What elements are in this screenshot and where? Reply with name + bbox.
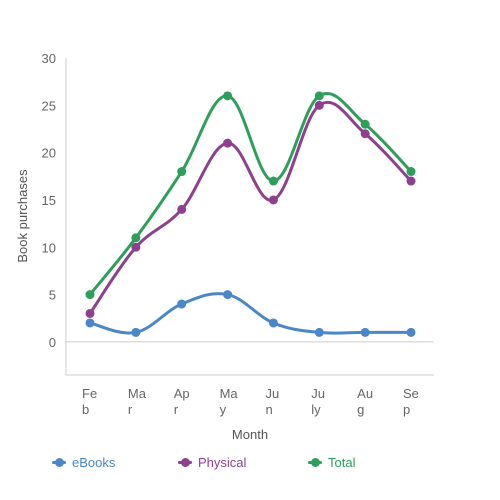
data-point[interactable] — [406, 327, 416, 337]
legend-label-ebooks: eBooks — [72, 454, 116, 470]
data-point[interactable] — [85, 318, 95, 328]
series-line — [88, 101, 413, 315]
data-point[interactable] — [177, 299, 187, 309]
total-line-marker-icon — [308, 455, 322, 469]
series-lines — [85, 91, 416, 337]
legend-item-physical[interactable]: Physical — [178, 452, 246, 472]
x-tick-label: Ju n — [265, 386, 279, 417]
y-tick-label: 10 — [42, 240, 56, 255]
y-tick-label: 5 — [49, 288, 56, 303]
x-tick-label: Ap r — [174, 386, 190, 417]
data-point[interactable] — [268, 195, 278, 205]
series-line — [88, 292, 413, 335]
y-tick-label: 30 — [42, 51, 56, 66]
series-line — [88, 92, 413, 297]
x-tick-label: Fe b — [82, 386, 97, 417]
data-point[interactable] — [314, 91, 324, 101]
x-tick-labels: Fe b Ma r Ap r Ma y Ju n Ju ly Au g Se p — [82, 386, 419, 417]
data-point[interactable] — [177, 204, 187, 214]
data-point[interactable] — [360, 119, 370, 129]
data-point[interactable] — [268, 318, 278, 328]
legend: eBooks Physical Total — [52, 452, 492, 472]
data-point[interactable] — [360, 129, 370, 139]
data-point[interactable] — [268, 176, 278, 186]
y-axis-title: Book purchases — [15, 169, 30, 263]
x-tick-label: Se p — [403, 386, 419, 417]
data-point[interactable] — [85, 308, 95, 318]
x-axis-title: Month — [232, 427, 268, 442]
y-tick-label: 20 — [42, 146, 56, 161]
data-point[interactable] — [223, 138, 233, 148]
data-point[interactable] — [360, 327, 370, 337]
data-point[interactable] — [131, 327, 141, 337]
ebooks-line-marker-icon — [52, 455, 66, 469]
y-tick-labels: 0 5 10 15 20 25 30 — [42, 51, 56, 350]
series-total — [85, 91, 416, 300]
data-point[interactable] — [85, 290, 95, 300]
legend-item-total[interactable]: Total — [308, 452, 355, 472]
data-point[interactable] — [314, 327, 324, 337]
y-tick-label: 15 — [42, 193, 56, 208]
data-point[interactable] — [131, 233, 141, 243]
x-tick-label: Ma y — [220, 386, 239, 417]
series-ebooks — [85, 290, 416, 337]
physical-line-marker-icon — [178, 455, 192, 469]
data-point[interactable] — [314, 100, 324, 110]
axes — [65, 58, 434, 376]
legend-label-total: Total — [328, 454, 356, 470]
x-tick-label: Ju ly — [311, 386, 325, 417]
series-physical — [85, 100, 416, 318]
legend-label-physical: Physical — [198, 454, 247, 470]
data-point[interactable] — [131, 242, 141, 252]
data-point[interactable] — [223, 290, 233, 300]
data-point[interactable] — [223, 91, 233, 101]
data-point[interactable] — [406, 167, 416, 177]
x-tick-label: Ma r — [128, 386, 147, 417]
x-tick-label: Au g — [357, 386, 373, 417]
data-point[interactable] — [177, 167, 187, 177]
y-tick-label: 0 — [49, 335, 56, 350]
data-point[interactable] — [406, 176, 416, 186]
legend-item-ebooks[interactable]: eBooks — [52, 452, 115, 472]
y-tick-label: 25 — [42, 98, 56, 113]
